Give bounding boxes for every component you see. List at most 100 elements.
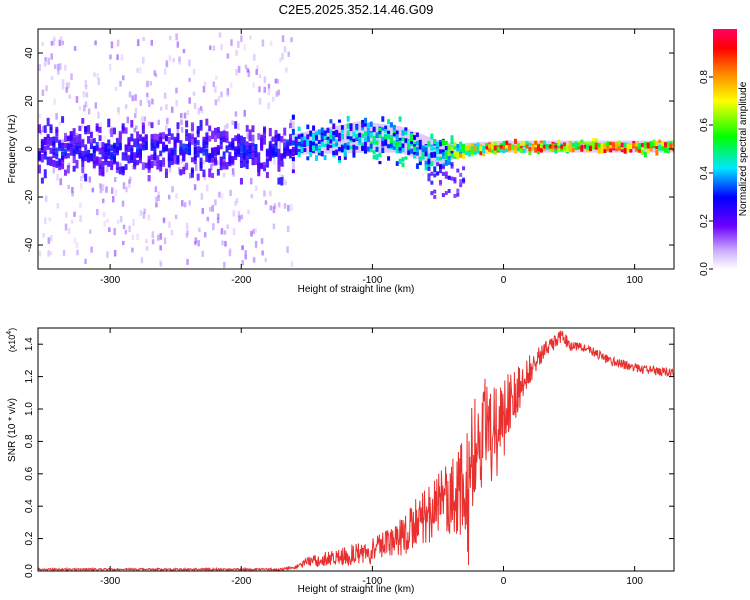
heatmap-cell [323,143,327,147]
heatmap-cell [103,135,106,141]
heatmap-cell [211,154,215,163]
heatmap-cell [594,142,598,148]
heatmap-cell [312,149,316,154]
heatmap-cell [332,135,336,142]
heatmap-cell [441,152,445,158]
heatmap-cell [53,36,56,42]
heatmap-cell [413,150,417,155]
heatmap-cell [201,207,205,214]
heatmap-cell [375,140,379,145]
heatmap-cell [84,173,88,182]
heatmap-cell [153,152,157,160]
heatmap-cell [413,135,417,139]
heatmap-cell [238,215,241,222]
heatmap-cell [212,45,216,51]
heatmap-cell [372,150,376,155]
heatmap-cell [178,167,181,174]
heatmap-cell [188,77,191,82]
snr-y-ticks: 0.0 0.2 0.4 0.6 0.8 1.0 1.2 1.4 [24,337,674,578]
heatmap-cell [467,145,471,151]
heatmap-cell [392,125,396,129]
heatmap-cell [268,127,272,137]
heatmap-cell [81,139,85,148]
heatmap-cell [136,67,139,73]
heatmap-cell [223,230,227,235]
heatmap-cell [643,142,647,146]
heatmap-cell [288,123,292,129]
heatmap-cell [170,133,174,140]
heatmap-cell [620,146,624,153]
heatmap-cell [101,167,105,176]
heatmap-cell [220,193,224,200]
heatmap-cell [245,154,249,163]
heatmap-cell [81,167,85,174]
heatmap-cell [66,135,70,142]
heatmap-cell [473,144,477,150]
heatmap-cell [338,135,342,142]
heatmap-cell [361,119,365,123]
heatmap-cell [272,223,276,230]
heatmap-cell [116,219,120,224]
spectrogram-y-ticks: -40 -20 0 20 40 [24,47,674,252]
heatmap-cell [528,151,532,155]
heatmap-cell [456,148,460,152]
heatmap-cell [52,159,56,167]
heatmap-cell [297,151,301,157]
heatmap-cell [101,142,105,150]
heatmap-cell [104,143,108,153]
heatmap-cell [320,141,324,147]
heatmap-cell [470,146,474,150]
heatmap-cell [609,147,613,153]
heatmap-cell [167,148,171,155]
heatmap-cell [43,62,47,67]
snr-scale-label: (x104) [6,328,17,352]
heatmap-cell [214,86,217,93]
heatmap-cell [203,232,207,238]
heatmap-cell [479,151,483,156]
heatmap-cell [329,139,333,144]
heatmap-cell [291,156,295,162]
heatmap-cell [186,258,189,265]
heatmap-cell [248,152,252,159]
heatmap-cell [190,122,194,132]
heatmap-cell [355,136,359,141]
heatmap-cell [395,145,399,151]
heatmap-cell [222,172,226,178]
heatmap-cell [58,158,62,166]
heatmap-cell [658,144,662,150]
heatmap-cell [531,144,535,151]
heatmap-cell [216,129,220,139]
heatmap-cell [580,139,584,144]
heatmap-cell [140,257,144,264]
heatmap-cell [462,144,466,149]
snr-panel: -300 -200 -100 0 100 0.0 0.2 0.4 0.6 0.8 1.0 1.2 1.… [6,327,675,595]
heatmap-cell [105,166,109,173]
heatmap-cell [228,144,232,151]
heatmap-cell [464,149,468,156]
heatmap-cell [609,143,613,149]
heatmap-cell [493,145,497,150]
heatmap-cell [577,142,581,148]
heatmap-cell [554,149,558,154]
heatmap-cell [343,145,347,151]
heatmap-cell [444,145,448,152]
heatmap-cell [286,145,290,153]
heatmap-cell [147,155,151,164]
heatmap-cell [415,163,419,169]
heatmap-cell [441,171,445,176]
heatmap-cell [263,162,267,169]
heatmap-cell [226,91,229,97]
heatmap-cell [239,143,243,153]
heatmap-cell [294,139,298,145]
heatmap-cell [124,144,128,150]
heatmap-cell [439,141,443,147]
heatmap-cell [430,161,434,167]
heatmap-cell [181,200,184,207]
heatmap-cell [150,139,154,146]
heatmap-cell [131,247,134,253]
heatmap-cell [606,146,610,152]
heatmap-cell [268,144,272,152]
heatmap-cell [162,147,166,153]
heatmap-cell [49,147,53,154]
heatmap-cell [387,119,391,125]
